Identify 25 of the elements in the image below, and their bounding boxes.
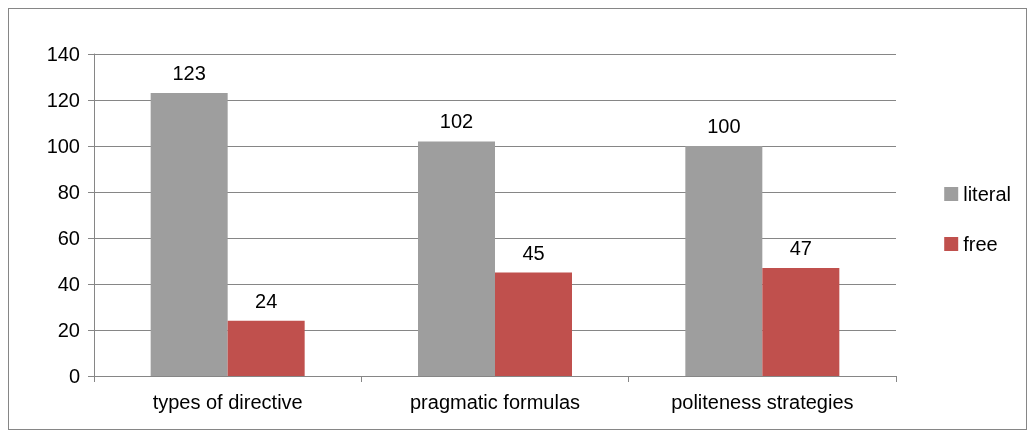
bar (762, 267, 840, 376)
data-label: 102 (439, 110, 474, 133)
y-tick-label: 120 (46, 89, 80, 111)
bar (685, 146, 763, 376)
x-tick-label: pragmatic formulas (409, 391, 581, 413)
bar (150, 93, 228, 376)
legend-label: literal (963, 183, 1011, 205)
y-tick-label: 0 (68, 365, 80, 387)
data-label: 47 (789, 236, 812, 259)
data-label: 123 (172, 62, 206, 85)
y-tick-label: 20 (57, 319, 80, 341)
bar (418, 141, 495, 376)
y-tick-label: 80 (57, 181, 80, 203)
y-tick-label: 60 (57, 227, 80, 249)
legend-label: free (963, 233, 998, 255)
data-label: 45 (522, 241, 545, 264)
x-tick-label: politeness strategies (671, 391, 854, 413)
x-tick-label: types of directive (152, 391, 303, 413)
data-label: 24 (255, 289, 278, 312)
y-tick-label: 140 (46, 43, 80, 65)
y-tick-label: 100 (46, 135, 80, 157)
data-label: 100 (707, 115, 741, 137)
bar (495, 272, 572, 376)
bar (227, 320, 305, 376)
y-tick-label: 40 (57, 273, 80, 295)
